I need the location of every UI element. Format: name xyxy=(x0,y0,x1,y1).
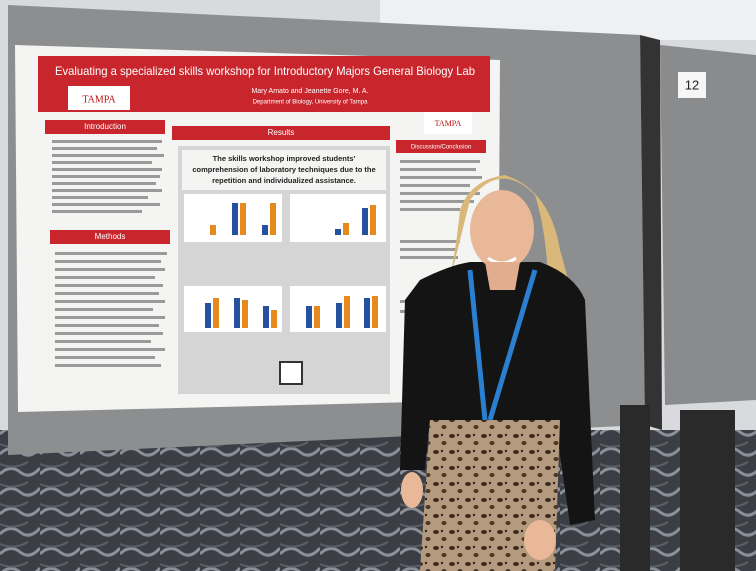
board-number: 12 xyxy=(685,77,699,92)
logo-text: TAMPA xyxy=(82,94,116,105)
results-heading-box xyxy=(182,150,386,190)
section-header xyxy=(50,230,170,244)
section-title: Introduction xyxy=(84,122,126,131)
board-frame xyxy=(640,35,662,430)
section-header xyxy=(45,120,165,134)
results-heading: The skills workshop improved students' xyxy=(213,154,356,163)
poster-department: Department of Biology, University of Tam… xyxy=(253,100,368,106)
section-title: Results xyxy=(268,128,295,137)
mini-charts xyxy=(184,194,386,385)
bystander xyxy=(680,410,735,571)
poster-authors: Mary Amato and Jeanette Gore, M. A. xyxy=(251,88,368,95)
side-board xyxy=(660,45,756,405)
logo-right xyxy=(424,112,472,134)
results-heading: comprehension of laboratory techniques d… xyxy=(192,165,375,174)
logo-text: TAMPA xyxy=(435,119,462,128)
person xyxy=(400,175,595,571)
section-title: Methods xyxy=(95,232,126,241)
section-title: Discussion/Conclusion xyxy=(411,145,471,151)
text-lines xyxy=(52,140,482,367)
section-header xyxy=(172,126,390,140)
poster-title: Evaluating a specialized skills workshop… xyxy=(55,64,475,78)
results-heading: repetition and individualized assistance… xyxy=(212,176,356,185)
section-header xyxy=(396,140,486,153)
number-card xyxy=(678,72,706,98)
logo-left xyxy=(68,86,130,110)
board-leg xyxy=(620,405,650,571)
